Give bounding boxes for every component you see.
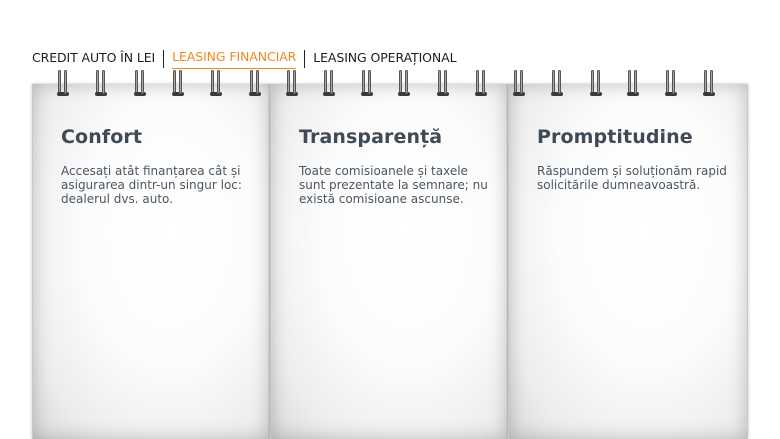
binder-ring-icon <box>95 70 107 96</box>
binder-ring-icon <box>172 70 184 96</box>
binder-ring-icon <box>210 70 222 96</box>
card-confort: Confort Accesați atât finanțarea cât și … <box>32 84 270 439</box>
product-tabs: CREDIT AUTO ÎN LEI LEASING FINANCIAR LEA… <box>32 49 457 69</box>
binder-ring-icon <box>590 70 602 96</box>
binder-ring-icon <box>134 70 146 96</box>
tab-leasing-financiar[interactable]: LEASING FINANCIAR <box>172 49 296 69</box>
tab-leasing-operational[interactable]: LEASING OPERAȚIONAL <box>313 49 457 65</box>
binder-ring-icon <box>286 70 298 96</box>
spiral-binding <box>0 70 780 96</box>
binder-ring-icon <box>57 70 69 96</box>
card-title: Promptitudine <box>537 126 693 148</box>
card-text: Răspundem și soluționăm rapid solicitări… <box>537 164 727 192</box>
binder-ring-icon <box>361 70 373 96</box>
binder-ring-icon <box>665 70 677 96</box>
binder-ring-icon <box>703 70 715 96</box>
card-title: Transparență <box>299 126 443 148</box>
tab-separator <box>304 50 306 68</box>
binder-ring-icon <box>398 70 410 96</box>
binder-ring-icon <box>437 70 449 96</box>
card-transparenta: Transparență Toate comisioanele și taxel… <box>270 84 508 439</box>
tab-separator <box>163 50 165 68</box>
binder-ring-icon <box>627 70 639 96</box>
binder-ring-icon <box>323 70 335 96</box>
binder-ring-icon <box>513 70 525 96</box>
notebook: Confort Accesați atât finanțarea cât și … <box>32 84 748 439</box>
binder-ring-icon <box>475 70 487 96</box>
card-promptitudine: Promptitudine Răspundem și soluționăm ra… <box>508 84 748 439</box>
card-text: Accesați atât finanțarea cât și asigurar… <box>61 164 242 206</box>
binder-ring-icon <box>551 70 563 96</box>
binder-ring-icon <box>249 70 261 96</box>
tab-credit-auto[interactable]: CREDIT AUTO ÎN LEI <box>32 49 156 65</box>
card-text: Toate comisioanele și taxele sunt prezen… <box>299 164 488 206</box>
card-title: Confort <box>61 126 142 148</box>
